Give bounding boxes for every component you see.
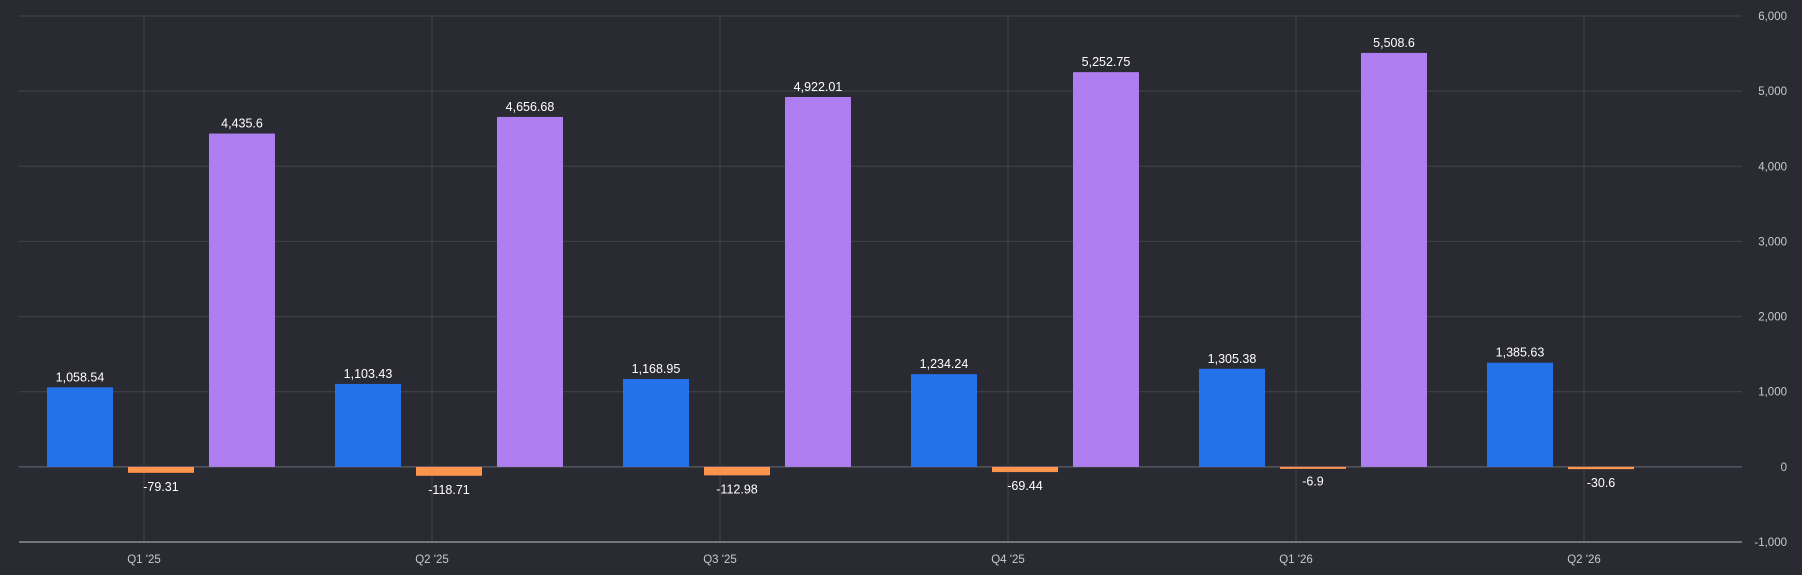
bar-series-2: [416, 466, 482, 476]
bar-series-1: [623, 379, 689, 467]
x-tick-label: Q2 '25: [415, 554, 449, 566]
bar-series-1: [1199, 368, 1265, 467]
data-label-series-2: -69.44: [1007, 479, 1042, 493]
y-tick-label: 1,000: [1758, 387, 1787, 399]
bar-series-3: [1073, 72, 1139, 467]
bar-series-2: [704, 466, 770, 476]
data-label-series-3: 5,252.75: [1082, 55, 1131, 69]
bar-series-2: [128, 466, 194, 473]
data-label-series-3: 4,435.6: [221, 117, 263, 131]
data-label-series-2: -30.6: [1587, 476, 1616, 490]
bar-series-2: [992, 466, 1058, 473]
data-label-series-1: 1,103.43: [344, 367, 393, 381]
bar-series-3: [785, 97, 851, 467]
data-label-series-1: 1,305.38: [1208, 352, 1257, 366]
y-tick-label: 6,000: [1758, 11, 1787, 23]
data-label-series-3: 4,922.01: [794, 80, 843, 94]
data-label-series-3: 4,656.68: [506, 100, 555, 114]
bar-series-2: [1568, 466, 1634, 470]
data-label-series-1: 1,058.54: [56, 370, 105, 384]
data-label-series-2: -118.71: [428, 483, 470, 497]
x-tick-label: Q1 '25: [127, 554, 161, 566]
y-tick-label: 5,000: [1758, 86, 1787, 98]
bar-series-1: [47, 387, 113, 467]
data-label-series-2: -79.31: [143, 480, 178, 494]
bar-series-1: [335, 383, 401, 467]
y-tick-label: 2,000: [1758, 312, 1787, 324]
bar-series-1: [911, 374, 977, 467]
bar-series-3: [209, 133, 275, 467]
x-tick-label: Q2 '26: [1567, 554, 1601, 566]
y-tick-label: 3,000: [1758, 236, 1787, 248]
x-tick-label: Q1 '26: [1279, 554, 1313, 566]
bar-series-2: [1280, 466, 1346, 469]
bar-series-3: [497, 116, 563, 467]
y-tick-label: 4,000: [1758, 161, 1787, 173]
x-tick-label: Q4 '25: [991, 554, 1025, 566]
bar-series-3: [1361, 52, 1427, 467]
data-label-series-2: -6.9: [1302, 474, 1324, 488]
bar-series-1: [1487, 362, 1553, 467]
data-label-series-1: 1,168.95: [632, 362, 681, 376]
data-label-series-1: 1,385.63: [1496, 346, 1545, 360]
data-label-series-1: 1,234.24: [920, 357, 969, 371]
data-label-series-2: -112.98: [716, 482, 758, 496]
y-tick-label: -1,000: [1754, 537, 1787, 549]
x-tick-label: Q3 '25: [703, 554, 737, 566]
data-label-series-3: 5,508.6: [1373, 36, 1415, 50]
y-tick-label: 0: [1781, 462, 1787, 474]
